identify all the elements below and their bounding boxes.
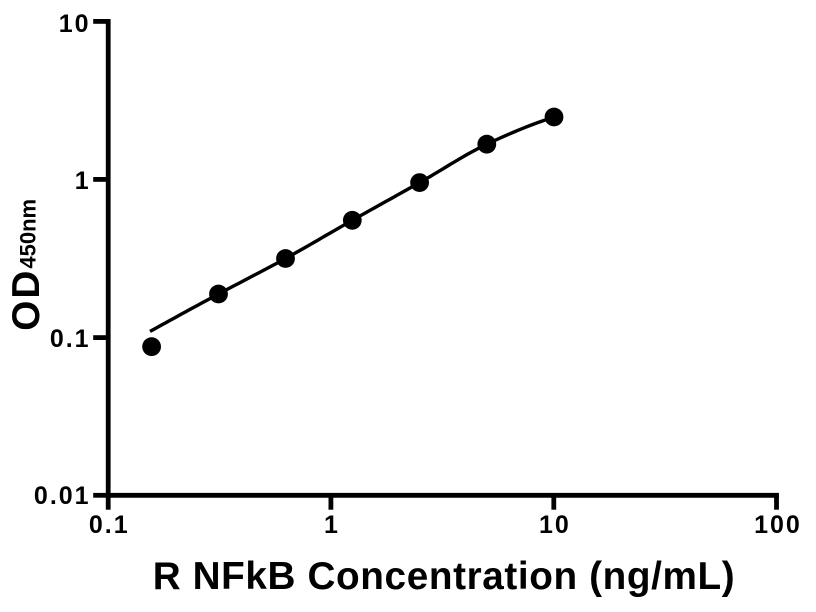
svg-text:OD450nm: OD450nm [5,199,48,331]
